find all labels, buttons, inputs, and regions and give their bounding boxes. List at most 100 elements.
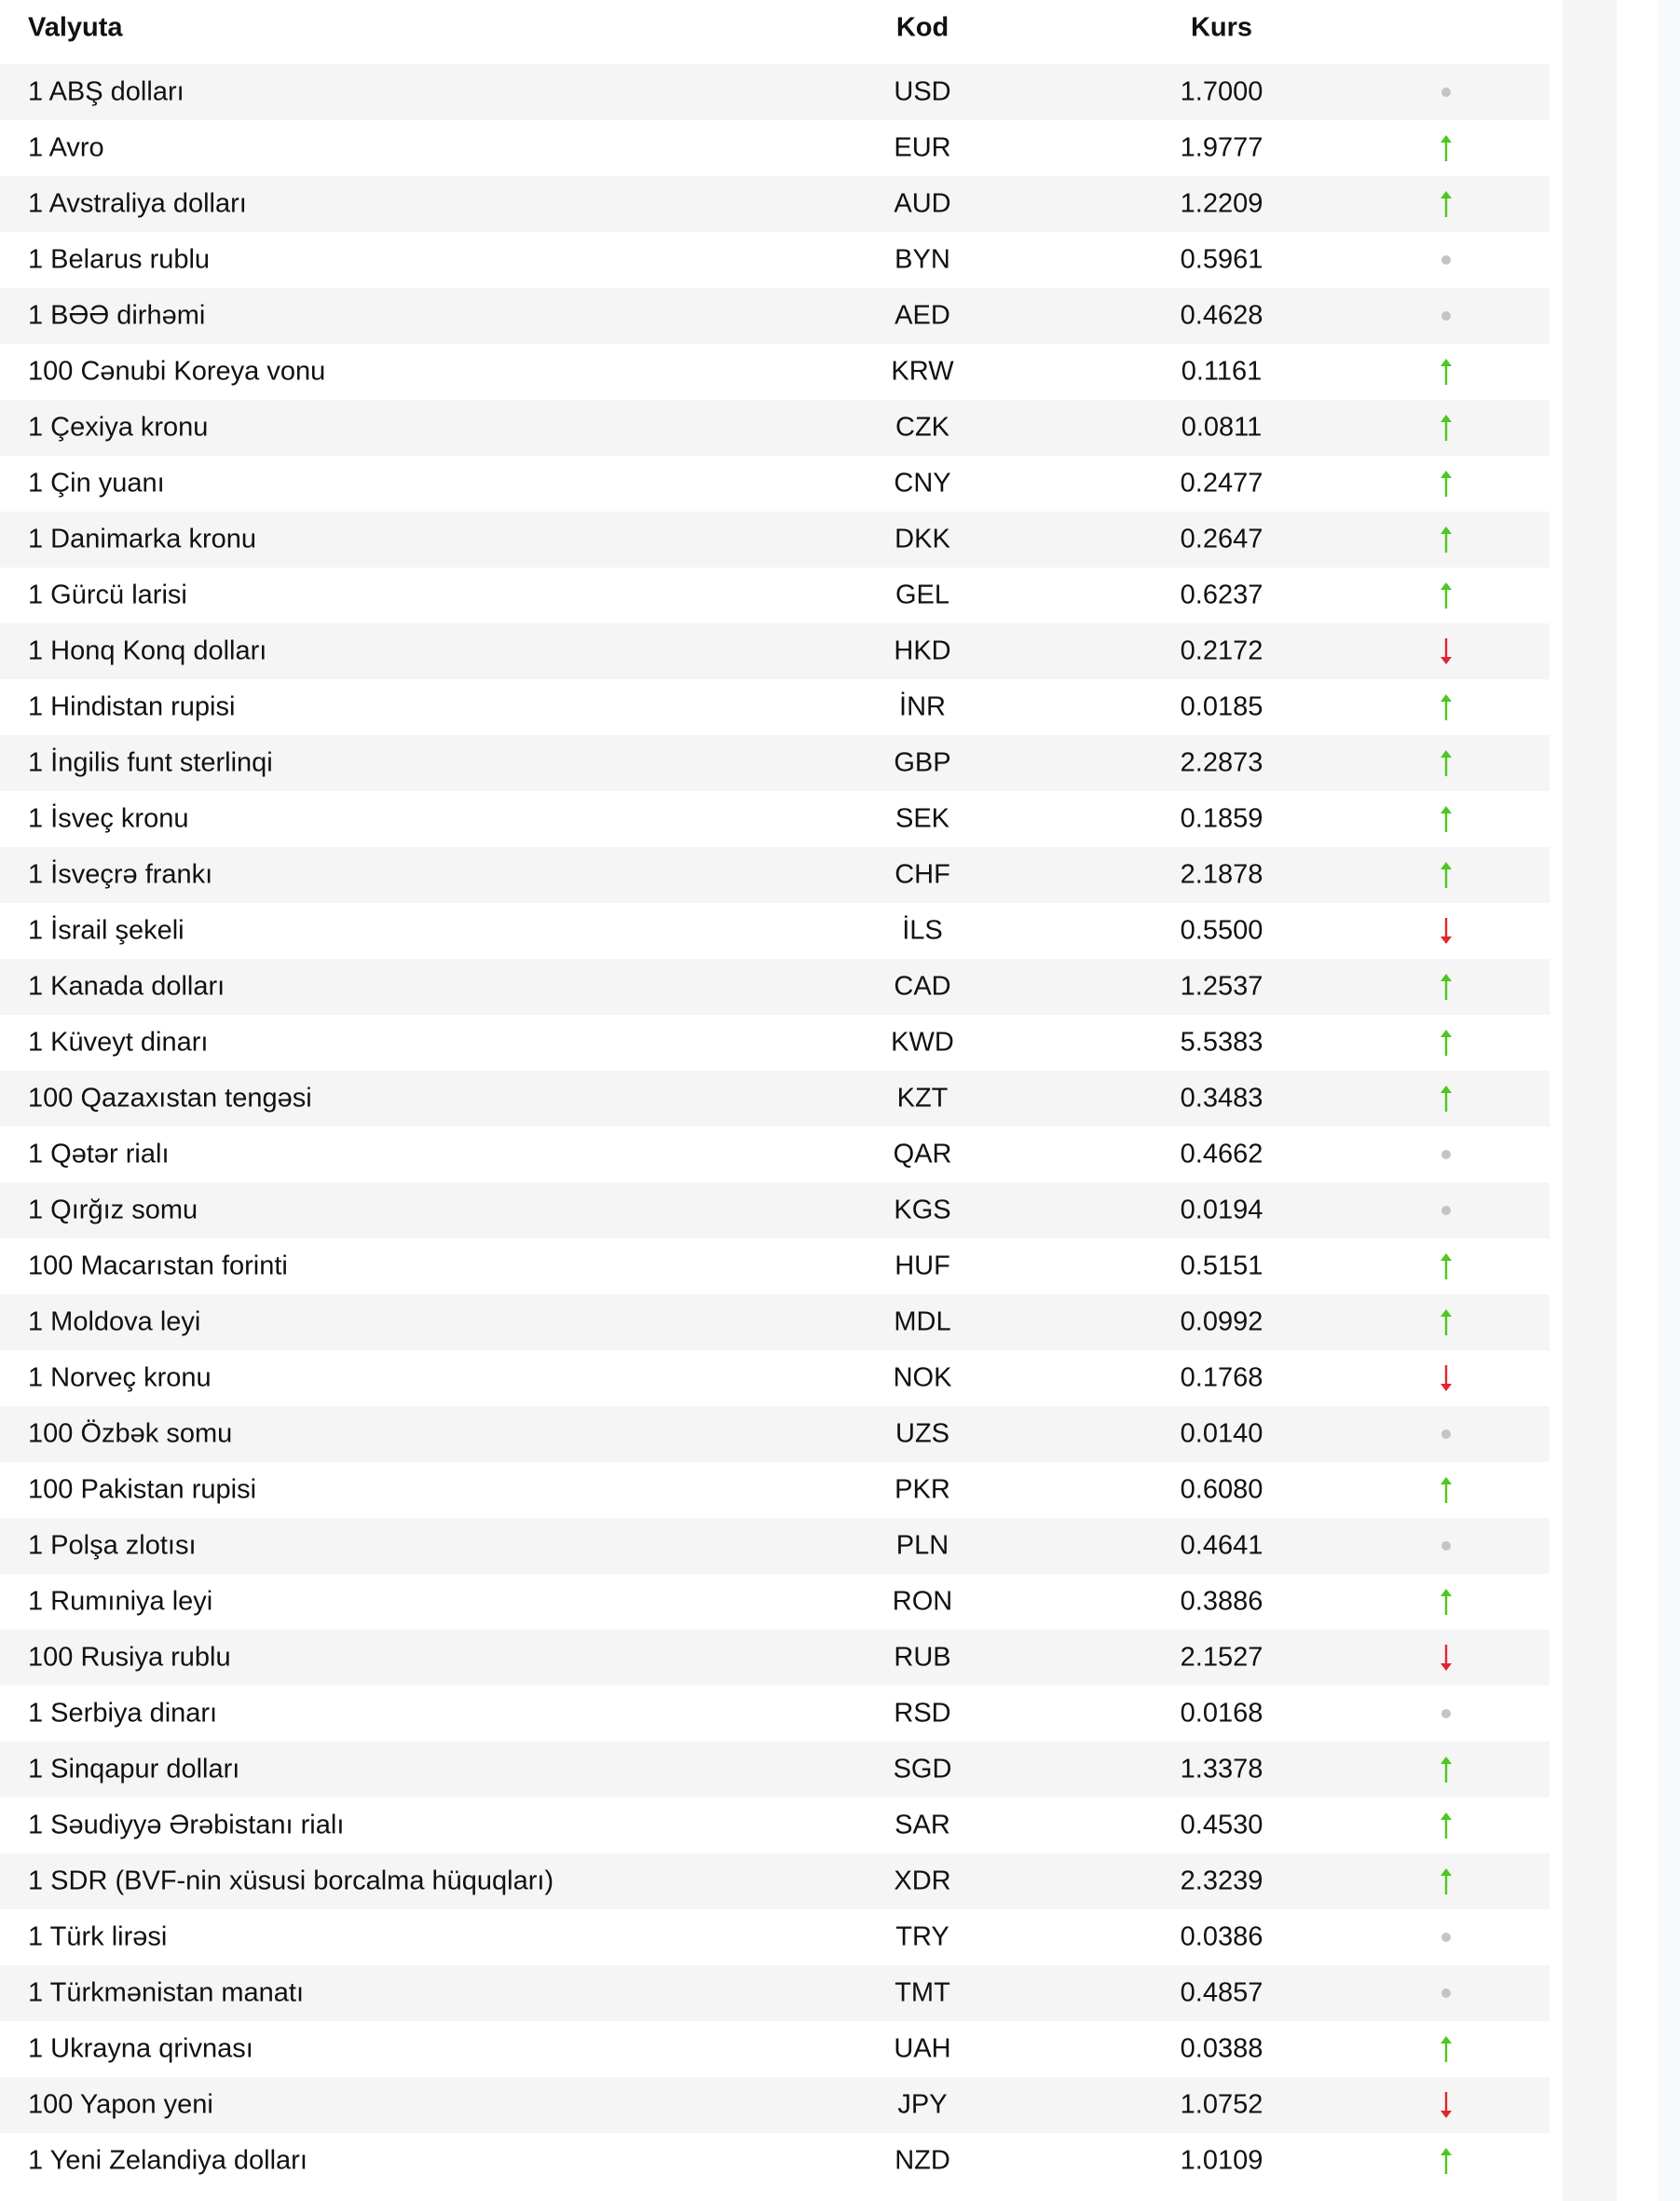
cell-code: RUB bbox=[894, 1642, 951, 1673]
cell-rate: 1.2537 bbox=[1180, 971, 1263, 1002]
unchanged-dot-icon bbox=[1437, 1196, 1455, 1225]
cell-code: TRY bbox=[895, 1921, 949, 1952]
arrow-up-icon bbox=[1437, 1251, 1455, 1281]
cell-rate: 0.1768 bbox=[1180, 1362, 1263, 1393]
cell-name: 1 Qırğız somu bbox=[28, 1195, 198, 1225]
cell-code: NZD bbox=[895, 2145, 950, 2176]
cell-name: 1 Gürcü larisi bbox=[28, 580, 187, 610]
arrow-down-icon bbox=[1437, 916, 1455, 946]
table-row: 1 Norveç kronu NOK 0.1768 bbox=[0, 1350, 1550, 1406]
cell-code: CAD bbox=[894, 971, 951, 1002]
table-row: 1 Ukrayna qrivnası UAH 0.0388 bbox=[0, 2021, 1550, 2077]
cell-code: RON bbox=[892, 1586, 953, 1617]
cell-name: 1 İngilis funt sterlinqi bbox=[28, 747, 273, 778]
arrow-down-icon bbox=[1437, 1363, 1455, 1393]
table-row: 1 İsveçrə frankı CHF 2.1878 bbox=[0, 847, 1550, 903]
unchanged-dot-icon bbox=[1437, 1531, 1455, 1561]
unchanged-dot-icon bbox=[1437, 77, 1455, 107]
arrow-up-icon bbox=[1437, 972, 1455, 1002]
cell-name: 1 Avstraliya dolları bbox=[28, 188, 247, 219]
cell-rate: 0.0386 bbox=[1180, 1921, 1263, 1952]
cell-code: UAH bbox=[894, 2033, 951, 2064]
cell-rate: 1.7000 bbox=[1180, 76, 1263, 107]
header-rate: Kurs bbox=[1190, 12, 1253, 43]
table-row: 1 Küveyt dinarı KWD 5.5383 bbox=[0, 1015, 1550, 1071]
table-row: 100 Rusiya rublu RUB 2.1527 bbox=[0, 1630, 1550, 1686]
arrow-up-icon bbox=[1437, 1811, 1455, 1840]
unchanged-dot-icon bbox=[1437, 1419, 1455, 1449]
cell-rate: 1.0752 bbox=[1180, 2089, 1263, 2120]
cell-name: 1 Səudiyyə Ərəbistanı rialı bbox=[28, 1810, 345, 1840]
table-row: 1 BƏƏ dirhəmi AED 0.4628 bbox=[0, 288, 1550, 344]
table-row: 1 Qətər rialı QAR 0.4662 bbox=[0, 1127, 1550, 1183]
cell-rate: 0.1161 bbox=[1181, 356, 1263, 387]
table-row: 1 Avro EUR 1.9777 bbox=[0, 120, 1550, 176]
cell-rate: 0.2647 bbox=[1180, 524, 1263, 554]
table-row: 1 Türkmənistan manatı TMT 0.4857 bbox=[0, 1965, 1550, 2021]
cell-rate: 1.2209 bbox=[1180, 188, 1263, 219]
cell-code: EUR bbox=[894, 132, 951, 163]
arrow-up-icon bbox=[1437, 1587, 1455, 1617]
cell-code: CHF bbox=[895, 859, 950, 890]
table-header: Valyuta Kod Kurs bbox=[0, 0, 1550, 64]
arrow-up-icon bbox=[1437, 1028, 1455, 1058]
cell-name: 1 Türkmənistan manatı bbox=[28, 1977, 305, 2008]
cell-name: 1 Rumıniya leyi bbox=[28, 1586, 213, 1617]
cell-name: 1 Belarus rublu bbox=[28, 244, 211, 275]
header-code: Kod bbox=[895, 12, 949, 43]
arrow-up-icon bbox=[1437, 413, 1455, 443]
cell-code: SAR bbox=[895, 1810, 950, 1840]
cell-code: BYN bbox=[895, 244, 950, 275]
cell-code: TMT bbox=[895, 1977, 950, 2008]
arrow-up-icon bbox=[1437, 1307, 1455, 1337]
cell-name: 1 Sinqapur dolları bbox=[28, 1754, 240, 1784]
arrow-up-icon bbox=[1437, 133, 1455, 163]
cell-rate: 0.2477 bbox=[1180, 468, 1263, 499]
cell-rate: 2.1527 bbox=[1180, 1642, 1263, 1673]
arrow-up-icon bbox=[1437, 581, 1455, 610]
cell-code: JPY bbox=[897, 2089, 948, 2120]
cell-rate: 1.3378 bbox=[1180, 1754, 1263, 1784]
table-row: 1 Honq Konq dolları HKD 0.2172 bbox=[0, 623, 1550, 679]
table-row: 1 Səudiyyə Ərəbistanı rialı SAR 0.4530 bbox=[0, 1798, 1550, 1853]
cell-name: 100 Macarıstan forinti bbox=[28, 1251, 288, 1281]
cell-name: 1 Hindistan rupisi bbox=[28, 691, 236, 722]
cell-code: USD bbox=[894, 76, 951, 107]
cell-rate: 2.1878 bbox=[1180, 859, 1263, 890]
cell-name: 100 Cənubi Koreya vonu bbox=[28, 356, 326, 387]
cell-name: 1 İsveç kronu bbox=[28, 803, 189, 834]
table-row: 100 Özbək somu UZS 0.0140 bbox=[0, 1406, 1550, 1462]
cell-name: 100 Özbək somu bbox=[28, 1418, 233, 1449]
cell-code: İNR bbox=[899, 691, 946, 722]
cell-rate: 0.0168 bbox=[1180, 1698, 1263, 1729]
table-row: 1 SDR (BVF-nin xüsusi borcalma hüquqları… bbox=[0, 1853, 1550, 1909]
cell-name: 1 Honq Konq dolları bbox=[28, 636, 267, 666]
arrow-up-icon bbox=[1437, 692, 1455, 722]
arrow-up-icon bbox=[1437, 748, 1455, 778]
cell-name: 1 ABŞ dolları bbox=[28, 76, 184, 107]
cell-name: 1 Serbiya dinarı bbox=[28, 1698, 218, 1729]
cell-name: 1 İsrail şekeli bbox=[28, 915, 184, 946]
arrow-down-icon bbox=[1437, 636, 1455, 666]
cell-code: AUD bbox=[894, 188, 951, 219]
unchanged-dot-icon bbox=[1437, 1140, 1455, 1169]
cell-rate: 2.3239 bbox=[1180, 1866, 1263, 1896]
table-row: 1 Belarus rublu BYN 0.5961 bbox=[0, 232, 1550, 288]
cell-name: 1 Çexiya kronu bbox=[28, 412, 209, 443]
scrollbar-track[interactable] bbox=[1657, 0, 1680, 2201]
cell-name: 1 Ukrayna qrivnası bbox=[28, 2033, 253, 2064]
table-row: 1 Çexiya kronu CZK 0.0811 bbox=[0, 400, 1550, 456]
cell-name: 1 BƏƏ dirhəmi bbox=[28, 300, 206, 331]
cell-name: 100 Pakistan rupisi bbox=[28, 1474, 257, 1505]
table-row: 100 Qazaxıstan tengəsi KZT 0.3483 bbox=[0, 1071, 1550, 1127]
table-row: 100 Pakistan rupisi PKR 0.6080 bbox=[0, 1462, 1550, 1518]
cell-code: CZK bbox=[895, 412, 949, 443]
table-row: 1 Türk lirəsi TRY 0.0386 bbox=[0, 1909, 1550, 1965]
arrow-up-icon bbox=[1437, 2146, 1455, 2176]
cell-code: GEL bbox=[895, 580, 950, 610]
cell-code: SGD bbox=[893, 1754, 952, 1784]
unchanged-dot-icon bbox=[1437, 1699, 1455, 1729]
cell-code: KRW bbox=[891, 356, 954, 387]
cell-name: 1 Kanada dolları bbox=[28, 971, 225, 1002]
cell-rate: 0.1859 bbox=[1180, 803, 1263, 834]
